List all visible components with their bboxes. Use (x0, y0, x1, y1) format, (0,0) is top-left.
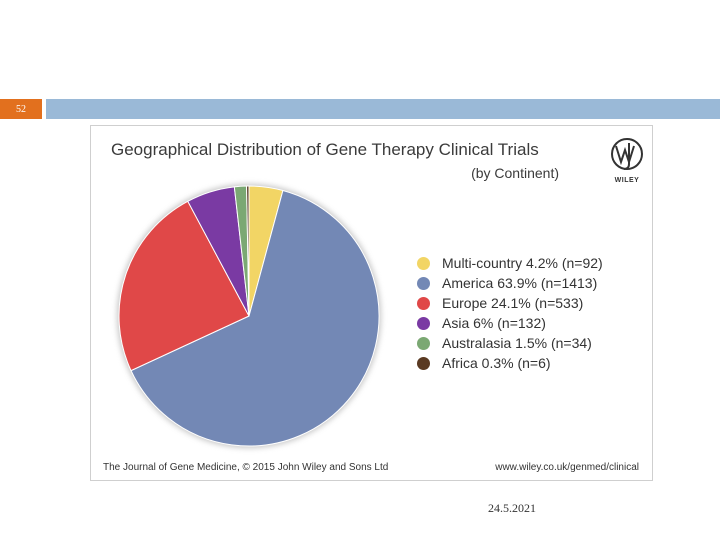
figure-credit: The Journal of Gene Medicine, © 2015 Joh… (103, 462, 389, 473)
legend-label: Multi-country 4.2% (n=92) (442, 255, 603, 271)
wiley-logo: WILEY (607, 134, 647, 188)
slide-date: 24.5.2021 (488, 501, 536, 515)
legend-label: Asia 6% (n=132) (442, 315, 546, 331)
logo-label: WILEY (614, 177, 640, 184)
pie-slice-africa (246, 185, 250, 317)
chart-subtitle: (by Continent) (471, 165, 559, 181)
legend-swatch (417, 276, 430, 290)
pie-slice-europe (118, 200, 250, 372)
legend-item: Multi-country 4.2% (n=92) (417, 253, 603, 273)
legend-swatch (417, 356, 430, 370)
figure-url: www.wiley.co.uk/genmed/clinical (495, 462, 639, 473)
legend-swatch (417, 336, 430, 350)
chart-figure: Geographical Distribution of Gene Therap… (90, 125, 653, 481)
pie-chart (117, 184, 381, 448)
legend-label: Africa 0.3% (n=6) (442, 355, 551, 371)
wiley-wj-monogram-icon (611, 138, 643, 170)
chart-title: Geographical Distribution of Gene Therap… (111, 140, 539, 159)
legend-item: America 63.9% (n=1413) (417, 273, 603, 293)
legend-swatch (417, 256, 430, 270)
header-accent-bar (46, 99, 720, 119)
legend-label: Australasia 1.5% (n=34) (442, 335, 592, 351)
legend-item: Australasia 1.5% (n=34) (417, 333, 603, 353)
legend-swatch (417, 316, 430, 330)
legend-item: Africa 0.3% (n=6) (417, 353, 603, 373)
chart-legend: Multi-country 4.2% (n=92) America 63.9% (… (417, 253, 603, 373)
legend-item: Asia 6% (n=132) (417, 313, 603, 333)
legend-swatch (417, 296, 430, 310)
legend-label: Europe 24.1% (n=533) (442, 295, 584, 311)
pie-slice-america (130, 189, 380, 447)
slide-number: 52 (0, 99, 42, 119)
legend-item: Europe 24.1% (n=533) (417, 293, 603, 313)
pie-slices (118, 185, 380, 447)
legend-label: America 63.9% (n=1413) (442, 275, 598, 291)
